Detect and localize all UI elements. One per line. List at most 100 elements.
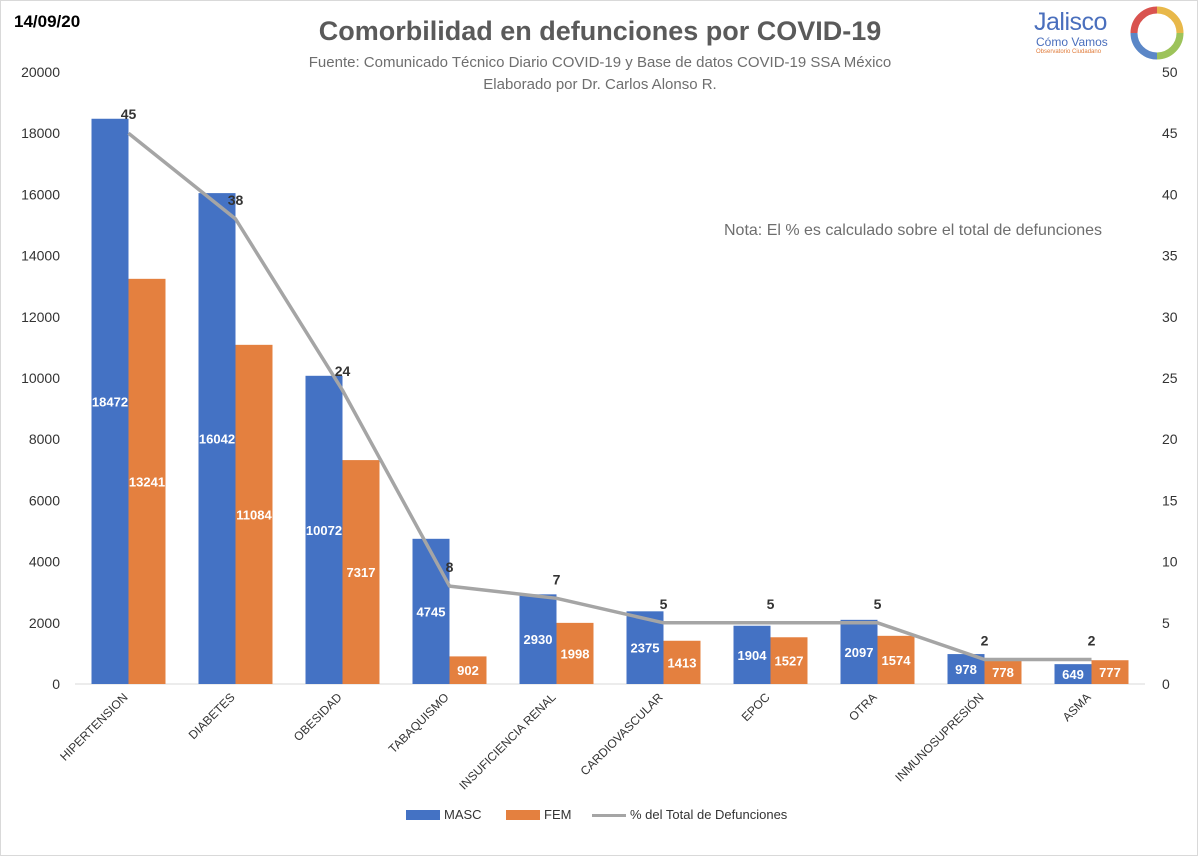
logo-ring-icon bbox=[1130, 6, 1184, 60]
logo-tagline: Observatorio Ciudadano bbox=[1036, 49, 1102, 55]
data-label-percent: 24 bbox=[335, 363, 351, 379]
data-label-percent: 8 bbox=[446, 559, 454, 575]
data-label-fem: 11084 bbox=[236, 507, 272, 522]
data-label-percent: 2 bbox=[1088, 633, 1096, 649]
data-label-masc: 649 bbox=[1062, 667, 1084, 682]
bar-masc bbox=[412, 538, 450, 684]
y-tick-left: 18000 bbox=[21, 125, 60, 141]
y-tick-left: 2000 bbox=[29, 615, 60, 631]
x-tick-label: INSUFICIENCIA RENAL bbox=[456, 690, 559, 793]
bar-masc bbox=[91, 118, 129, 685]
y-tick-right: 45 bbox=[1162, 125, 1178, 141]
data-label-percent: 5 bbox=[767, 596, 775, 612]
x-tick-label: ASMA bbox=[1060, 690, 1094, 724]
data-label-percent: 38 bbox=[228, 192, 244, 208]
y-tick-left: 6000 bbox=[29, 492, 60, 508]
data-label-fem: 13241 bbox=[129, 474, 165, 489]
data-label-percent: 2 bbox=[981, 633, 989, 649]
jalisco-logo: Jalisco Cómo Vamos Observatorio Ciudadan… bbox=[1030, 6, 1190, 60]
date-label: 14/09/20 bbox=[14, 12, 81, 31]
data-label-fem: 778 bbox=[992, 665, 1014, 680]
y-tick-left: 8000 bbox=[29, 431, 60, 447]
y-tick-right: 10 bbox=[1162, 554, 1178, 570]
data-label-masc: 2097 bbox=[845, 645, 874, 660]
y-tick-right: 5 bbox=[1162, 615, 1170, 631]
x-tick-label: DIABETES bbox=[186, 690, 238, 742]
x-tick-label: CARDIOVASCULAR bbox=[578, 690, 666, 778]
chart-subtitle-source: Fuente: Comunicado Técnico Diario COVID-… bbox=[308, 54, 892, 71]
bar-masc bbox=[733, 625, 771, 684]
bar-fem bbox=[1091, 660, 1129, 684]
x-tick-label: OTRA bbox=[846, 690, 879, 723]
series-line-percent bbox=[127, 131, 1092, 662]
y-tick-right: 50 bbox=[1162, 64, 1178, 80]
data-label-percent: 5 bbox=[660, 596, 668, 612]
legend-swatch-fem bbox=[506, 810, 540, 820]
data-label-fem: 777 bbox=[1099, 665, 1121, 680]
data-label-fem: 1998 bbox=[561, 646, 590, 661]
x-tick-label: INMUNOSUPRESIÓN bbox=[892, 690, 987, 785]
bar-fem bbox=[128, 278, 166, 684]
y-tick-left: 16000 bbox=[21, 186, 60, 202]
legend-swatch-masc bbox=[406, 810, 440, 820]
data-label-masc: 2930 bbox=[524, 632, 553, 647]
legend-label-fem: FEM bbox=[544, 807, 572, 822]
data-label-fem: 7317 bbox=[347, 565, 376, 580]
data-label-percent: 5 bbox=[874, 596, 882, 612]
y-tick-left: 4000 bbox=[29, 554, 60, 570]
data-label-masc: 4745 bbox=[417, 604, 446, 619]
y-tick-right: 25 bbox=[1162, 370, 1178, 386]
x-tick-label: HIPERTENSION bbox=[57, 690, 130, 763]
bar-fem bbox=[342, 460, 380, 684]
chart-note: Nota: El % es calculado sobre el total d… bbox=[724, 222, 1103, 239]
bar-fem bbox=[770, 637, 808, 684]
bar-masc bbox=[519, 594, 557, 684]
y-tick-right: 40 bbox=[1162, 186, 1178, 202]
logo-subtitle: Cómo Vamos bbox=[1036, 35, 1108, 49]
logo-name: Jalisco bbox=[1034, 8, 1107, 36]
data-label-fem: 1413 bbox=[668, 655, 697, 670]
bar-masc bbox=[840, 619, 878, 684]
bar-fem bbox=[663, 640, 701, 684]
data-label-fem: 902 bbox=[457, 663, 479, 678]
y-tick-right: 20 bbox=[1162, 431, 1178, 447]
y-tick-left: 14000 bbox=[21, 248, 60, 264]
x-tick-label: OBESIDAD bbox=[291, 690, 345, 744]
data-label-masc: 16042 bbox=[199, 432, 235, 447]
chart-title: Comorbilidad en defunciones por COVID-19 bbox=[318, 16, 882, 46]
bar-fem bbox=[984, 660, 1022, 684]
data-label-masc: 2375 bbox=[631, 641, 660, 656]
data-label-masc: 10072 bbox=[306, 523, 342, 538]
bar-masc bbox=[198, 193, 236, 684]
y-tick-left: 10000 bbox=[21, 370, 60, 386]
bar-fem bbox=[556, 622, 594, 684]
legend-label-percent: % del Total de Defunciones bbox=[630, 807, 788, 822]
x-tick-label: TABAQUISMO bbox=[386, 690, 452, 756]
y-tick-right: 30 bbox=[1162, 309, 1178, 325]
y-tick-right: 0 bbox=[1162, 676, 1170, 692]
x-tick-label: EPOC bbox=[739, 690, 773, 724]
chart-subtitle-author: Elaborado por Dr. Carlos Alonso R. bbox=[483, 76, 717, 93]
data-label-percent: 7 bbox=[553, 571, 561, 587]
y-tick-left: 0 bbox=[52, 676, 60, 692]
data-label-fem: 1574 bbox=[882, 653, 912, 668]
data-label-masc: 1904 bbox=[738, 648, 768, 663]
y-tick-right: 35 bbox=[1162, 248, 1178, 264]
y-tick-left: 20000 bbox=[21, 64, 60, 80]
data-label-masc: 978 bbox=[955, 662, 977, 677]
bar-masc bbox=[305, 375, 343, 684]
bar-fem bbox=[449, 656, 487, 684]
bar-fem bbox=[877, 635, 915, 684]
bar-masc bbox=[626, 611, 664, 684]
data-label-masc: 18472 bbox=[92, 394, 128, 409]
legend-swatch-percent bbox=[592, 814, 626, 817]
y-tick-left: 12000 bbox=[21, 309, 60, 325]
data-label-fem: 1527 bbox=[775, 654, 804, 669]
y-tick-right: 15 bbox=[1162, 492, 1178, 508]
legend-label-masc: MASC bbox=[444, 807, 482, 822]
data-label-percent: 45 bbox=[121, 106, 137, 122]
bar-fem bbox=[235, 344, 273, 684]
bar-masc bbox=[1054, 664, 1092, 684]
